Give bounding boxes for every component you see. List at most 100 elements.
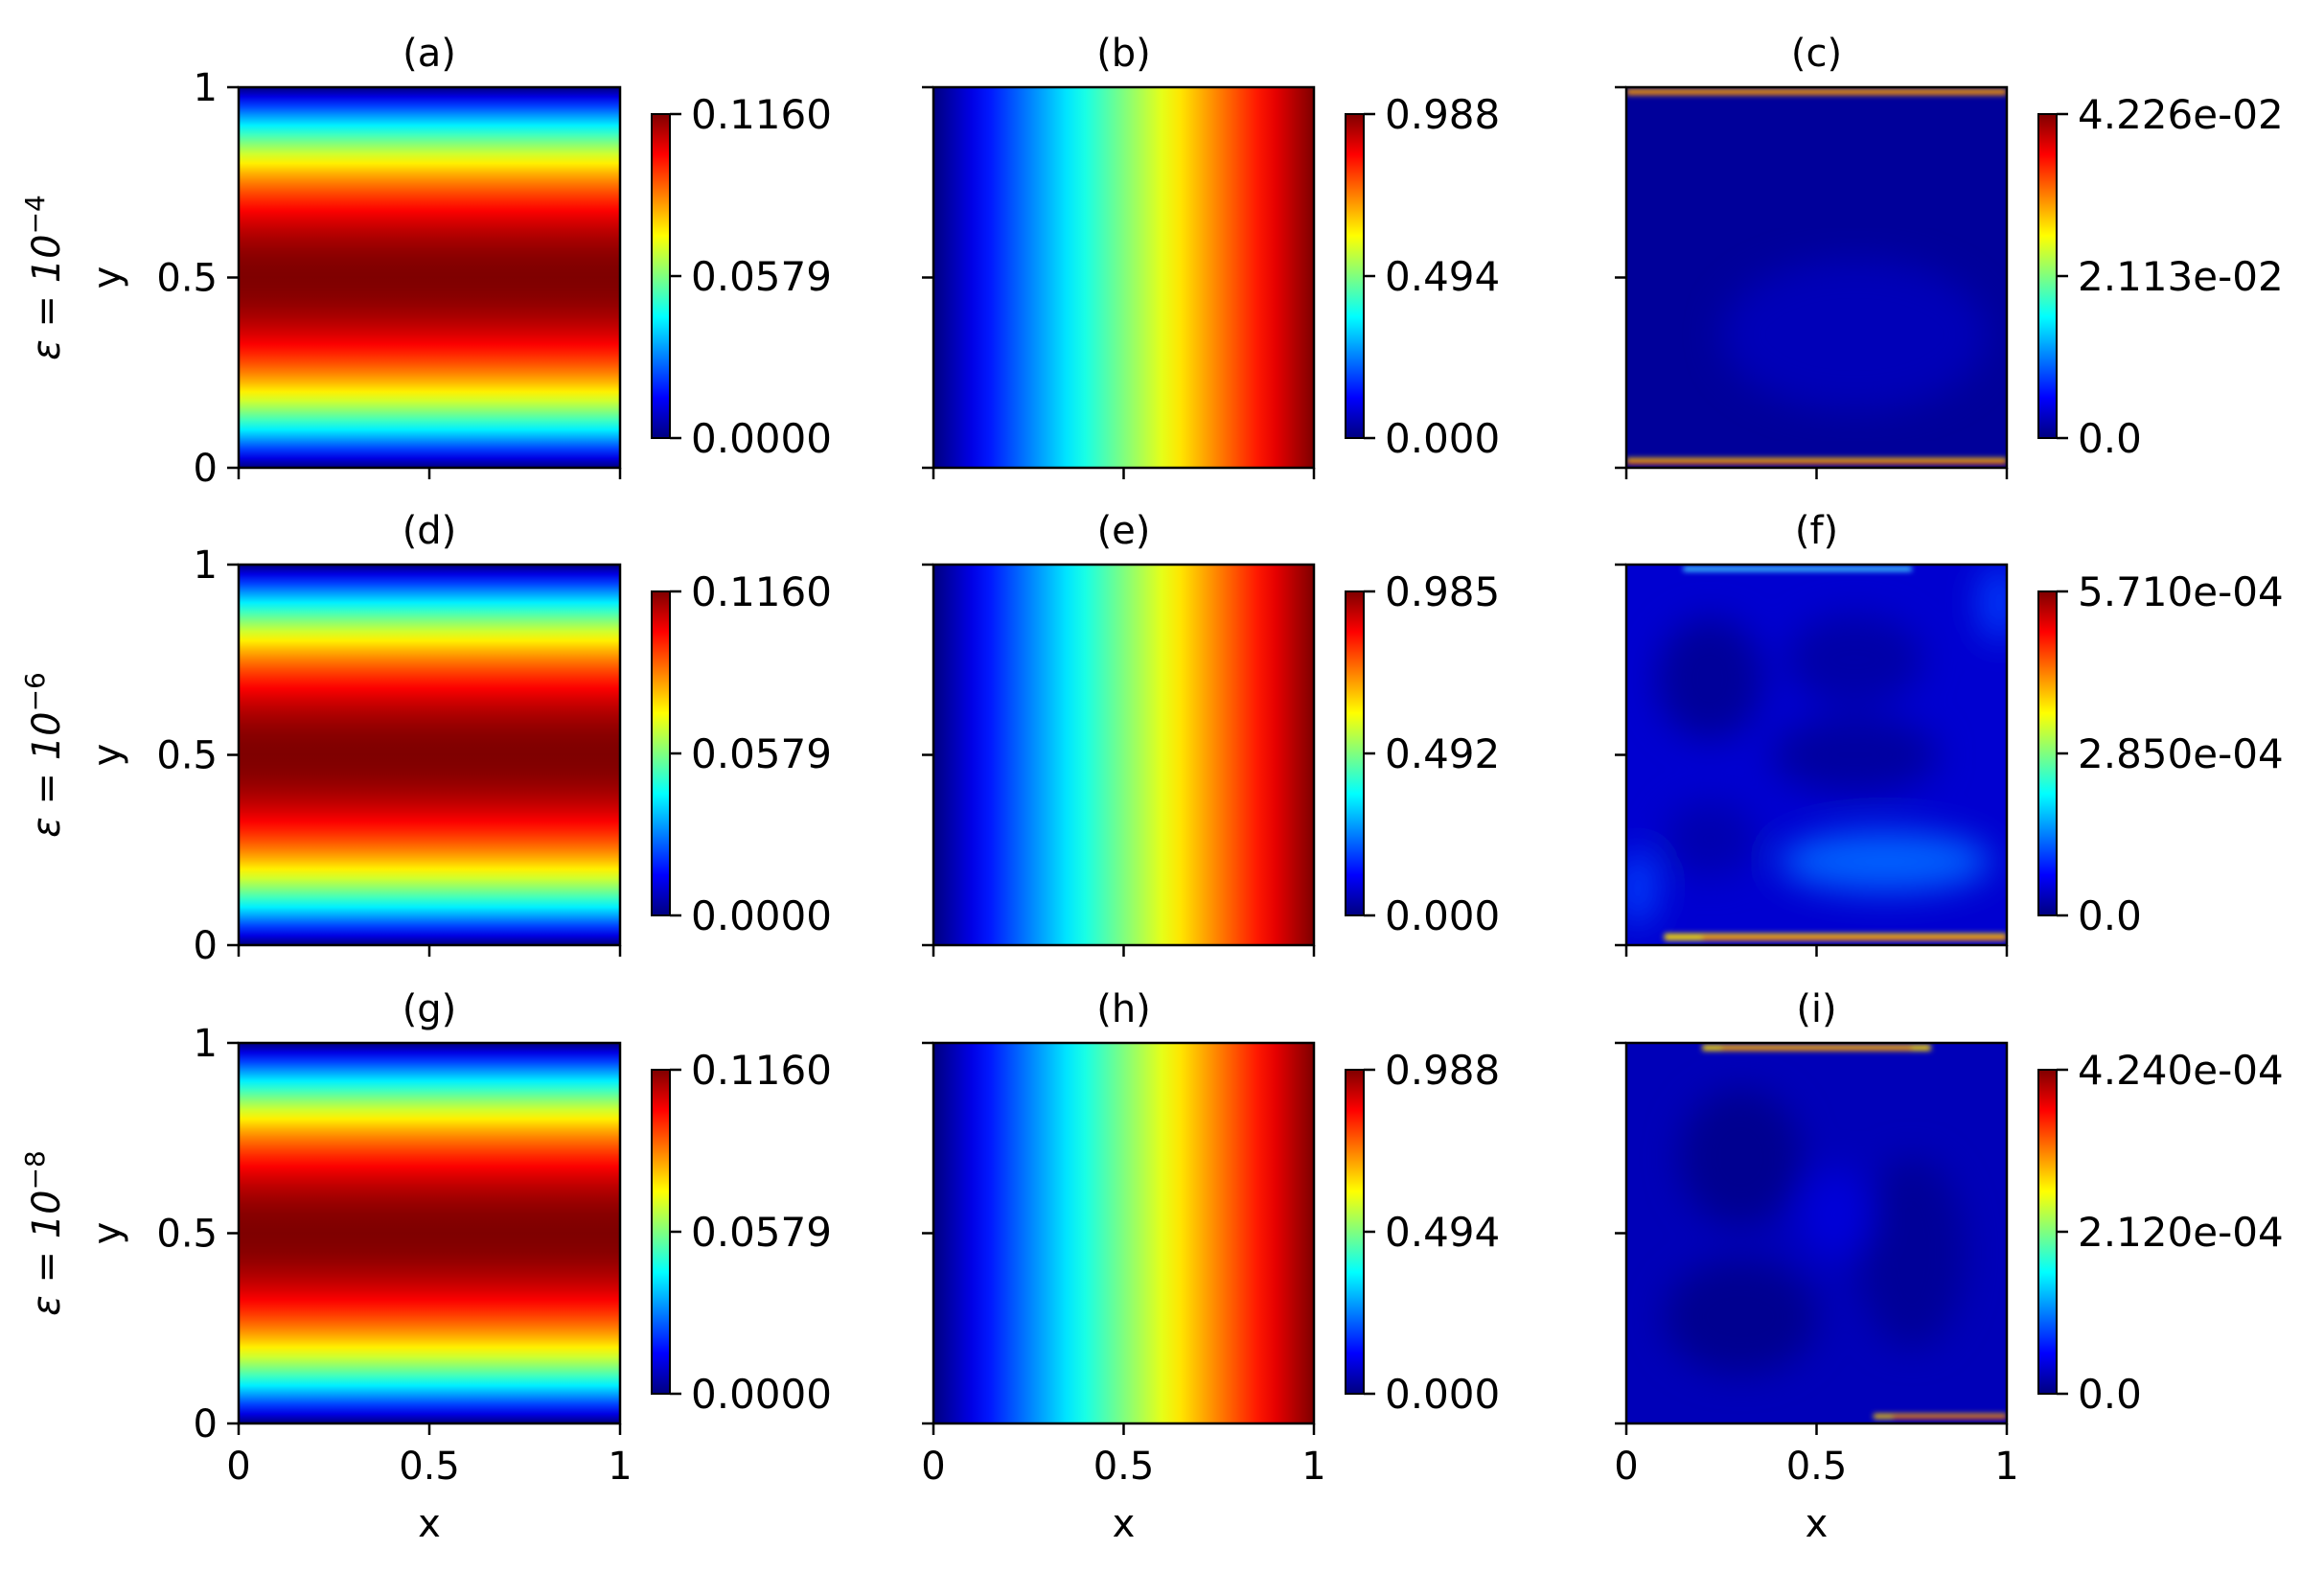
x-tick-label: 0.5: [1786, 1445, 1848, 1489]
colorbar-tick-label: 0.494: [1385, 253, 1500, 300]
heatmap-image: [933, 87, 1314, 468]
colorbar-tick-label: 0.494: [1385, 1209, 1500, 1256]
panel-c: (c) 0.0 2.113e-02 4.226e-02: [1615, 32, 2284, 479]
colorbar-tick-label: 0.0000: [691, 1371, 832, 1418]
panel-title: (d): [403, 509, 457, 553]
heatmap-field: [933, 87, 1314, 468]
colorbar-tick-label: 0.0: [2078, 1371, 2142, 1418]
panel-title: (i): [1796, 987, 1836, 1031]
colorbar-tick-label: 0.0579: [691, 730, 832, 777]
colorbar-tick-label: 5.710e-04: [2078, 568, 2284, 615]
row-labels: ε = 10−4 ε = 10−6 ε = 10−8: [19, 195, 69, 1316]
panel-e: (e) 0.000 0.492 0.985: [922, 509, 1500, 957]
row-label-epsilon: ε = 10−8: [19, 1150, 69, 1316]
colorbar-tick-label: 2.850e-04: [2078, 730, 2284, 777]
colorbar-tick-label: 0.988: [1385, 91, 1500, 138]
colorbar-bar: [1345, 113, 1365, 439]
colorbar-tick-label: 2.113e-02: [2078, 253, 2284, 300]
x-tick-label: 0: [226, 1445, 250, 1489]
colorbar: 0.0 2.113e-02 4.226e-02: [2037, 91, 2284, 462]
heatmap-field: [239, 87, 620, 468]
colorbar-bar: [2037, 1069, 2058, 1395]
heatmap-image: [239, 1043, 620, 1423]
colorbar-tick-label: 2.120e-04: [2078, 1209, 2284, 1256]
panel-d: (d) 0 0.5 1 y 0.0000 0.0579 0.1160: [85, 509, 832, 968]
y-tick-label: 1: [194, 1022, 218, 1066]
x-axis-label: x: [1806, 1502, 1829, 1546]
colorbar: 0.0000 0.0579 0.1160: [651, 91, 832, 462]
y-tick-label: 1: [194, 66, 218, 110]
panel-title: (b): [1096, 32, 1151, 76]
heatmap-image: [239, 87, 620, 468]
panel-title: (f): [1795, 509, 1838, 553]
colorbar-bar: [651, 113, 671, 439]
colorbar: 0.0000 0.0579 0.1160: [651, 568, 832, 939]
y-tick-label: 1: [194, 544, 218, 588]
colorbar-bar: [1345, 1069, 1365, 1395]
colorbar-tick-label: 0.0000: [691, 415, 832, 462]
colorbar-tick-label: 4.240e-04: [2078, 1047, 2284, 1094]
colorbar-tick-label: 0.988: [1385, 1047, 1500, 1094]
colorbar-tick-label: 0.1160: [691, 568, 832, 615]
colorbar-tick-label: 0.0000: [691, 892, 832, 939]
colorbar-tick-label: 0.000: [1385, 1371, 1500, 1418]
y-tick-label: 0.5: [156, 257, 218, 301]
colorbar-tick-label: 0.0: [2078, 892, 2142, 939]
colorbar-bar: [651, 1069, 671, 1395]
y-axis-label: y: [85, 266, 129, 289]
colorbar: 0.0000 0.0579 0.1160: [651, 1047, 832, 1418]
colorbar-tick-label: 0.985: [1385, 568, 1500, 615]
heatmap-image: [933, 1043, 1314, 1423]
colorbar: 0.000 0.494 0.988: [1345, 91, 1500, 462]
y-axis-label: y: [85, 744, 129, 767]
y-tick-label: 0.5: [156, 734, 218, 778]
colorbar-bar: [2037, 590, 2058, 916]
row-label-epsilon: ε = 10−4: [19, 195, 69, 360]
row-label-epsilon: ε = 10−6: [19, 672, 69, 838]
panel-title: (c): [1791, 32, 1842, 76]
y-tick-label: 0: [194, 924, 218, 968]
panel-title: (g): [403, 987, 457, 1031]
colorbar-tick-label: 0.0579: [691, 1209, 832, 1256]
x-axis-label: x: [1113, 1502, 1136, 1546]
heatmap-field: [933, 1043, 1314, 1423]
heatmap-field: [933, 565, 1314, 945]
colorbar: 0.000 0.494 0.988: [1345, 1047, 1500, 1418]
y-tick-label: 0.5: [156, 1213, 218, 1257]
x-tick-label: 0: [1614, 1445, 1638, 1489]
colorbar-tick-label: 0.1160: [691, 91, 832, 138]
x-tick-label: 1: [1301, 1445, 1325, 1489]
panel-g: (g) 00 0.5 0.5 1 1 x y 0.0000 0.0579 0.1160: [85, 987, 832, 1546]
panel-a: (a) 0 0.5 1 y 0.0000 0.0579 0.1160: [85, 32, 832, 491]
colorbar-tick-label: 0.1160: [691, 1047, 832, 1094]
heatmap-field: [1626, 565, 2007, 945]
x-tick-label: 0: [921, 1445, 945, 1489]
colorbar: 0.000 0.492 0.985: [1345, 568, 1500, 939]
panel-h: (h) 0 0.5 1 x 0.000 0.494 0.988: [921, 987, 1500, 1546]
colorbar: 0.0 2.850e-04 5.710e-04: [2037, 568, 2284, 939]
heatmap-field: [239, 565, 620, 945]
x-tick-label: 1: [1994, 1445, 2018, 1489]
colorbar-tick-label: 0.0579: [691, 253, 832, 300]
panel-i: (i) 0 0.5 1 x 0.0 2.120e-04 4.240e-04: [1614, 987, 2283, 1546]
panels: (a)00.51y0.00000.05790.1160(b)0.0000.494…: [85, 32, 2284, 1546]
y-tick-label: 0: [194, 1402, 218, 1446]
heatmap-field: [1626, 1043, 2007, 1423]
colorbar: 0.0 2.120e-04 4.240e-04: [2037, 1047, 2284, 1418]
colorbar-bar: [2037, 113, 2058, 439]
colorbar-bar: [1345, 590, 1365, 916]
colorbar-bar: [651, 590, 671, 916]
panel-title: (h): [1096, 987, 1151, 1031]
x-tick-label: 1: [608, 1445, 632, 1489]
panel-f: (f) 0.0 2.850e-04 5.710e-04: [1615, 509, 2284, 957]
colorbar-tick-label: 0.000: [1385, 415, 1500, 462]
x-tick-label: 0.5: [1093, 1445, 1155, 1489]
panel-b: (b) 0.000 0.494 0.988: [922, 32, 1500, 479]
heatmap-field: [1626, 87, 2007, 468]
y-tick-label: 0: [194, 447, 218, 491]
heatmap-image: [933, 565, 1314, 945]
colorbar-tick-label: 0.0: [2078, 415, 2142, 462]
x-axis-label: x: [418, 1502, 441, 1546]
colorbar-tick-label: 0.000: [1385, 892, 1500, 939]
